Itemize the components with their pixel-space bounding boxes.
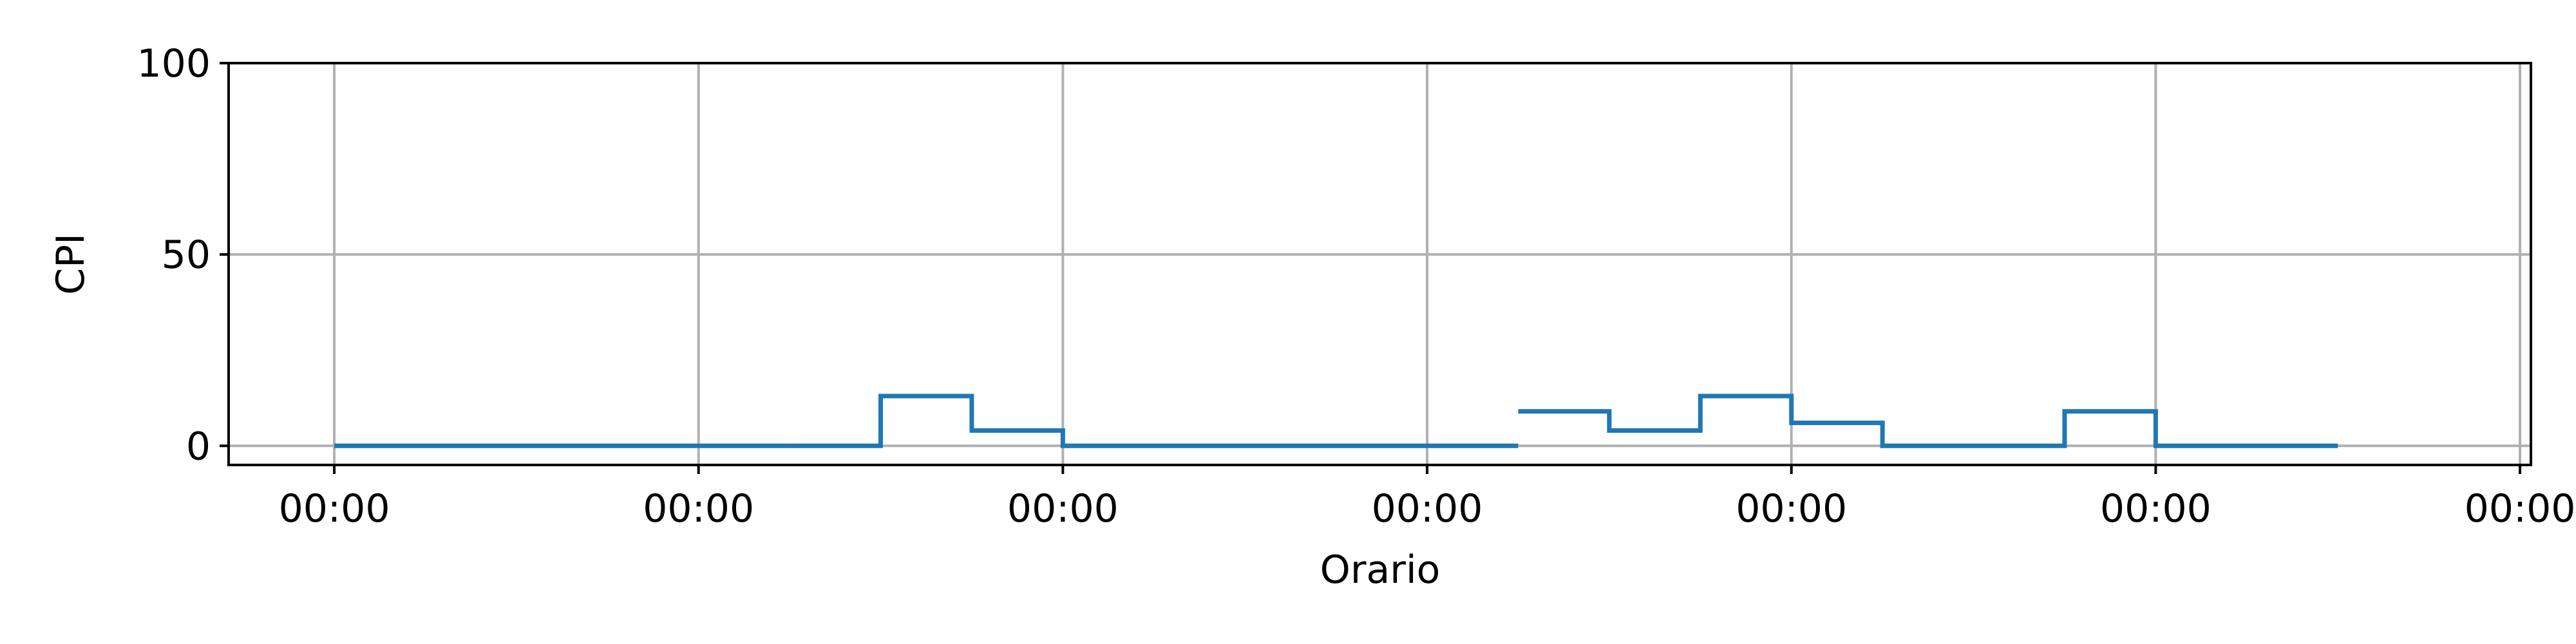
x-tick-label: 00:00: [643, 486, 754, 531]
x-tick-label: 00:00: [279, 486, 390, 531]
x-axis-ticks: 00:00 00:00 00:00 00:00 00:00 00:00 00:00: [279, 465, 2576, 531]
plot-frame: [227, 62, 2532, 466]
x-tick-label: 00:00: [1736, 486, 1847, 531]
y-tick-label: 50: [162, 232, 211, 278]
grid-lines: [229, 62, 2531, 465]
x-tick-label: 00:00: [2465, 486, 2576, 531]
series-step-line: [1518, 393, 2338, 448]
y-axis-label: CPI: [48, 233, 93, 295]
series-lines: [334, 393, 2338, 448]
series-step-line: [790, 393, 1519, 448]
x-tick-label: 00:00: [2100, 486, 2211, 531]
y-tick-label: 100: [137, 41, 211, 86]
y-tick-label: 0: [186, 424, 211, 469]
x-axis-label: Orario: [1320, 547, 1441, 592]
x-tick-label: 00:00: [1007, 486, 1119, 531]
x-tick-label: 00:00: [1372, 486, 1483, 531]
y-axis-ticks: 0 50 100: [137, 41, 229, 469]
